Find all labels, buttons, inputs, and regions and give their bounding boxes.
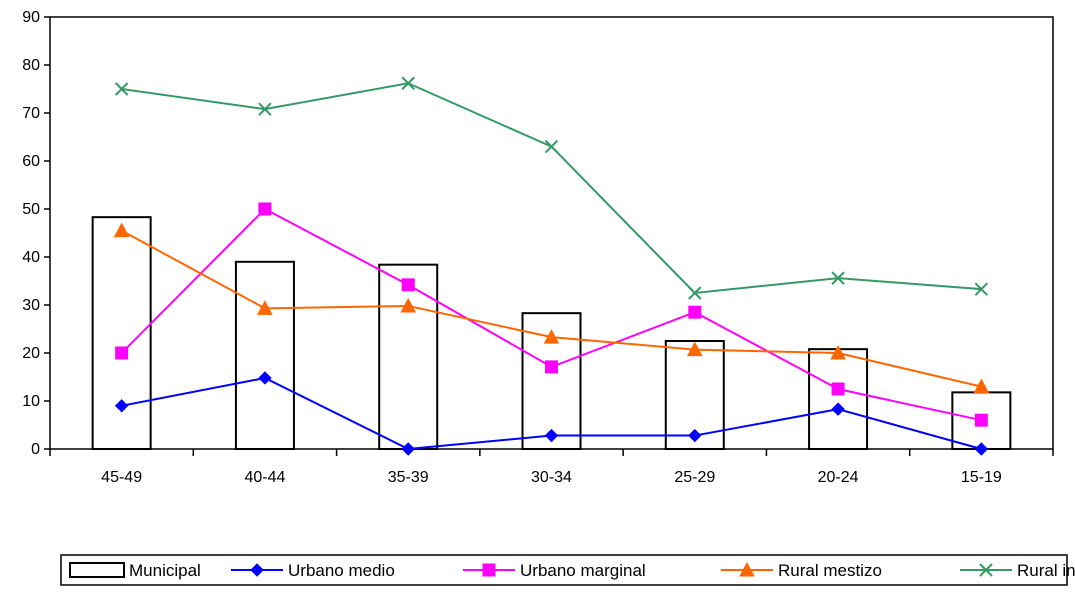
point-20-24 (830, 344, 846, 360)
point-25-29 (688, 428, 702, 443)
x-tick-label: 35-39 (388, 469, 429, 486)
x-stroke-b (544, 139, 559, 154)
point-15-19 (974, 282, 989, 296)
legend-label: Rural mestizo (778, 561, 882, 580)
series-rural-indígena (114, 76, 989, 300)
point-45-49 (114, 399, 129, 413)
legend-label: Urbano marginal (520, 561, 646, 580)
point-45-49 (113, 222, 130, 238)
legend-marker (250, 563, 264, 577)
y-axis: 0 10 20 30 40 50 60 70 80 90 (22, 9, 50, 458)
y-tick-label: 80 (22, 57, 40, 74)
point-35-39 (401, 442, 415, 456)
legend-item-rural-mestizo: Rural mestizo (721, 561, 882, 580)
point-15-19 (974, 413, 988, 427)
point-45-49 (115, 346, 129, 360)
point-15-19 (973, 378, 990, 394)
legend-item-rural-indígena: Rural indígena (960, 561, 1075, 580)
x-axis: 45-49 40-44 35-39 30-34 25-29 20-24 15-19 (49, 449, 1054, 486)
legend-label: Rural indígena (1017, 561, 1075, 580)
legend-item-urbano-marginal: Urbano marginal (463, 561, 646, 580)
point-40-44 (257, 300, 273, 315)
x-tick-label: 40-44 (244, 469, 285, 486)
legend-marker (979, 563, 993, 577)
y-tick-label: 30 (22, 297, 40, 314)
legend-swatch (69, 562, 125, 578)
legend-label: Urbano medio (288, 561, 395, 580)
point-45-49 (114, 82, 129, 96)
x-tick-label: 20-24 (818, 469, 859, 486)
legend-item-urbano-medio: Urbano medio (231, 561, 395, 580)
point-40-44 (258, 102, 272, 116)
series-urbano-medio (114, 371, 989, 456)
y-tick-label: 20 (22, 345, 40, 362)
legend-item-municipal: Municipal (69, 561, 201, 580)
x-tick-label: 45-49 (101, 469, 142, 486)
x-stroke-b (974, 282, 989, 296)
series-urbano-marginal (115, 202, 988, 427)
x-stroke-b (979, 563, 993, 577)
legend-box (60, 554, 1068, 586)
point-15-19 (974, 442, 989, 456)
bar-40-44 (234, 260, 295, 450)
x-tick-label: 15-19 (961, 469, 1002, 486)
y-tick-label: 90 (22, 9, 40, 26)
point-25-29 (688, 286, 702, 300)
point-40-44 (258, 202, 272, 216)
bar-35-39 (378, 263, 439, 450)
y-tick-label: 50 (22, 201, 40, 218)
point-30-34 (544, 428, 559, 443)
x-stroke-b (831, 271, 845, 285)
y-tick-label: 10 (22, 393, 40, 410)
legend-marker (482, 563, 496, 577)
x-stroke-b (401, 76, 415, 90)
point-25-29 (688, 305, 702, 319)
y-tick-label: 70 (22, 105, 40, 122)
x-tick-label: 30-34 (531, 469, 572, 486)
point-30-34 (545, 360, 558, 374)
legend: Municipal Urbano medio Urbano marginal Rura… (60, 554, 1075, 586)
point-35-39 (400, 297, 417, 313)
x-stroke-b (688, 286, 702, 300)
point-40-44 (258, 371, 272, 385)
point-35-39 (401, 76, 415, 90)
series-rural-mestizo (113, 222, 990, 394)
point-20-24 (831, 271, 845, 285)
point-25-29 (686, 341, 703, 357)
legend-marker (739, 561, 755, 577)
x-tick-label: 25-29 (674, 469, 715, 486)
point-30-34 (544, 139, 559, 154)
bar-20-24 (808, 348, 869, 450)
point-30-34 (543, 329, 560, 344)
legend-label: Municipal (129, 561, 201, 580)
point-35-39 (401, 278, 415, 292)
lines (113, 76, 990, 456)
point-20-24 (831, 382, 845, 396)
y-tick-label: 60 (22, 153, 40, 170)
x-stroke-b (114, 82, 129, 96)
y-tick-label: 0 (31, 441, 40, 458)
point-20-24 (831, 402, 845, 416)
y-tick-label: 40 (22, 249, 40, 266)
x-stroke-b (258, 102, 272, 116)
